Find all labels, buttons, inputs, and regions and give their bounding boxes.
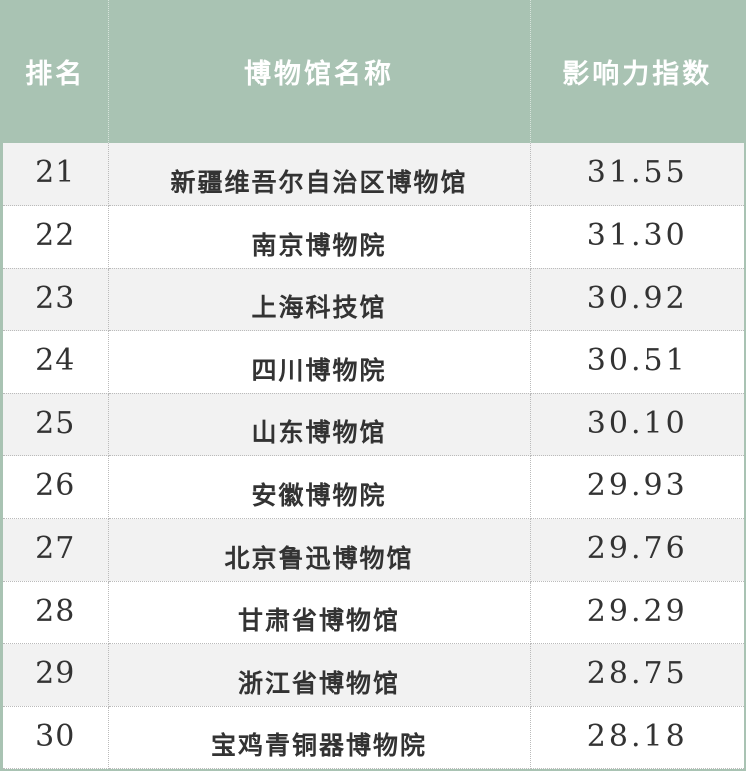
museum-name-cell: 新疆维吾尔自治区博物馆 xyxy=(108,143,531,207)
score-cell: 31.55 xyxy=(530,143,744,207)
table-row: 30 宝鸡青铜器博物院 28.18 xyxy=(3,706,744,770)
rank-cell: 27 xyxy=(3,518,109,582)
museum-name-cell: 浙江省博物馆 xyxy=(108,643,531,707)
museum-name-cell: 宝鸡青铜器博物院 xyxy=(108,706,531,770)
score-cell: 29.29 xyxy=(530,581,744,645)
table-row: 22 南京博物院 31.30 xyxy=(3,205,744,269)
score-cell: 31.30 xyxy=(530,205,744,269)
museum-name-cell: 安徽博物院 xyxy=(108,455,531,520)
rank-cell: 30 xyxy=(3,706,109,770)
score-cell: 29.76 xyxy=(530,518,744,582)
museum-name-cell: 四川博物院 xyxy=(108,330,531,394)
museum-name-cell: 北京鲁迅博物馆 xyxy=(108,518,531,582)
museum-name-cell: 山东博物馆 xyxy=(108,393,531,457)
table-row: 27 北京鲁迅博物馆 29.76 xyxy=(3,518,744,582)
museum-ranking-table: 排名 博物馆名称 影响力指数 21 新疆维吾尔自治区博物馆 31.55 22 南京博物院… xyxy=(3,0,744,770)
rank-cell: 28 xyxy=(3,581,109,645)
rank-cell: 29 xyxy=(3,643,109,707)
museum-name-cell: 南京博物院 xyxy=(108,205,531,269)
museum-name-cell: 甘肃省博物馆 xyxy=(108,581,531,645)
table-row: 28 甘肃省博物馆 29.29 xyxy=(3,581,744,645)
score-cell: 28.18 xyxy=(530,706,744,770)
table-row: 21 新疆维吾尔自治区博物馆 31.55 xyxy=(3,143,744,207)
table-row: 26 安徽博物院 29.93 xyxy=(3,455,744,520)
table-row: 24 四川博物院 30.51 xyxy=(3,330,744,394)
header-rank: 排名 xyxy=(3,0,109,143)
table-row: 25 山东博物馆 30.10 xyxy=(3,393,744,457)
rank-cell: 26 xyxy=(3,455,109,520)
rank-cell: 23 xyxy=(3,268,109,332)
score-cell: 30.51 xyxy=(530,330,744,394)
rank-cell: 24 xyxy=(3,330,109,394)
rank-cell: 25 xyxy=(3,393,109,457)
score-cell: 28.75 xyxy=(530,643,744,707)
score-cell: 30.92 xyxy=(530,268,744,332)
score-cell: 30.10 xyxy=(530,393,744,457)
table-row: 23 上海科技馆 30.92 xyxy=(3,268,744,332)
rank-cell: 22 xyxy=(3,205,109,269)
header-name: 博物馆名称 xyxy=(108,0,531,143)
header-score: 影响力指数 xyxy=(530,0,744,143)
score-cell: 29.93 xyxy=(530,455,744,520)
table-row: 29 浙江省博物馆 28.75 xyxy=(3,643,744,707)
rank-cell: 21 xyxy=(3,143,109,207)
museum-name-cell: 上海科技馆 xyxy=(108,268,531,332)
table-header: 排名 博物馆名称 影响力指数 xyxy=(3,0,744,143)
